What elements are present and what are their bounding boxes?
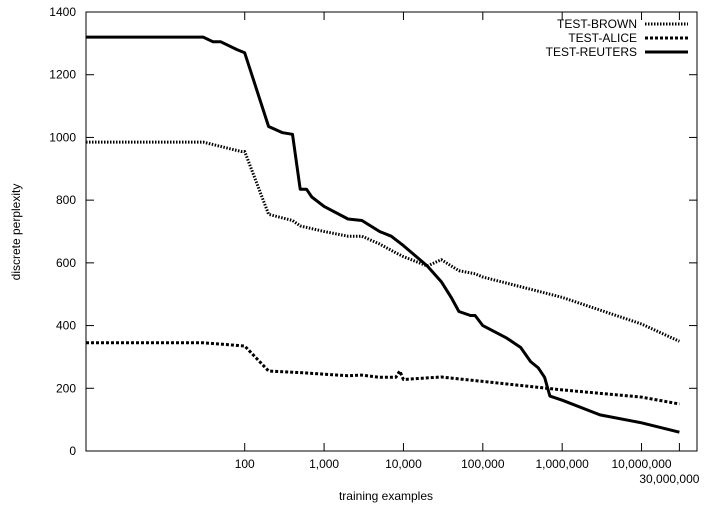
y-tick-label: 0 xyxy=(69,444,76,458)
series-line-test-alice xyxy=(86,341,680,406)
x-tick-label: 10,000 xyxy=(385,457,422,471)
x-axis-title: training examples xyxy=(339,489,433,503)
legend-label: TEST-BROWN xyxy=(557,17,637,31)
series-line-test-brown xyxy=(86,140,681,343)
plot-frame xyxy=(85,11,698,452)
y-tick-label: 1200 xyxy=(49,68,76,82)
legend-label: TEST-ALICE xyxy=(568,31,637,45)
series-lines xyxy=(86,35,681,434)
x-tick-label: 1,000,000 xyxy=(535,457,589,471)
x-tick-label: 1,000 xyxy=(309,457,339,471)
x-tick-label: 100 xyxy=(235,457,255,471)
y-axis-title: discrete perplexity xyxy=(9,184,23,281)
y-tick-label: 1000 xyxy=(49,130,76,144)
y-tick-label: 600 xyxy=(56,256,76,270)
y-tick-label: 1400 xyxy=(49,5,76,19)
x-tick-label: 100,000 xyxy=(461,457,505,471)
axes: 0 200 400 600 800 1000 1200 1400 100 1,000 10,000 1… xyxy=(49,5,699,486)
y-tick-label: 400 xyxy=(56,319,76,333)
x-tick-label: 10,000,000 xyxy=(611,457,671,471)
y-tick-label: 200 xyxy=(56,381,76,395)
y-tick-label: 800 xyxy=(56,193,76,207)
legend-label: TEST-REUTERS xyxy=(546,45,637,59)
x-tick-label: 30,000,000 xyxy=(639,472,699,486)
series-line-test-reuters xyxy=(86,35,680,434)
